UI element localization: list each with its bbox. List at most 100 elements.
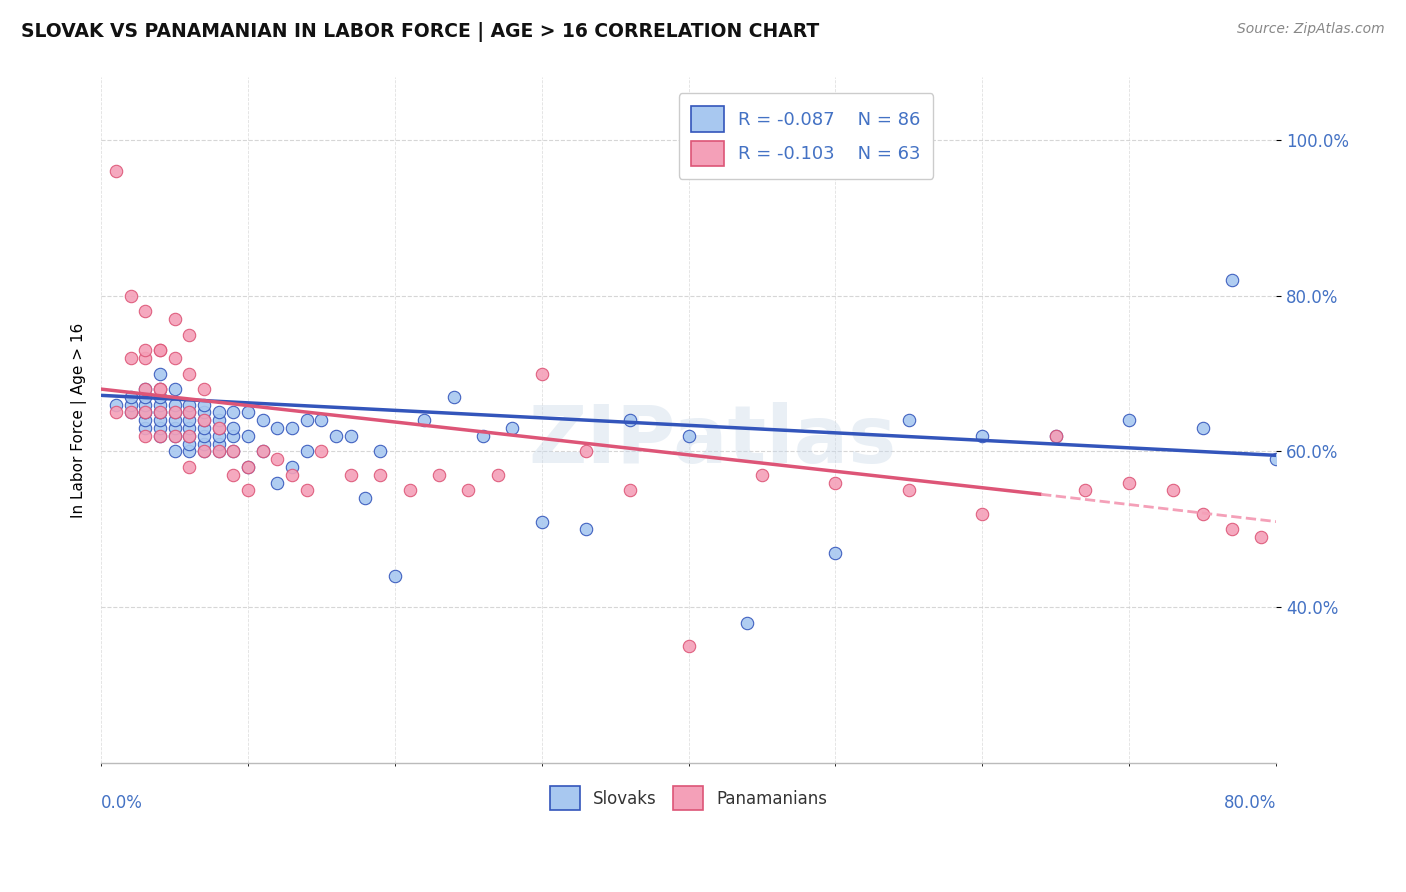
Point	[193, 429, 215, 443]
Point	[149, 429, 172, 443]
Point	[134, 405, 156, 419]
Point	[149, 343, 172, 358]
Point	[824, 475, 846, 490]
Point	[266, 452, 288, 467]
Point	[120, 390, 142, 404]
Point	[163, 382, 186, 396]
Point	[1220, 273, 1243, 287]
Point	[163, 421, 186, 435]
Point	[619, 483, 641, 498]
Point	[207, 421, 229, 435]
Point	[134, 405, 156, 419]
Point	[1161, 483, 1184, 498]
Point	[530, 515, 553, 529]
Point	[104, 405, 127, 419]
Point	[751, 467, 773, 482]
Point	[281, 467, 304, 482]
Point	[163, 405, 186, 419]
Point	[134, 382, 156, 396]
Point	[972, 429, 994, 443]
Point	[236, 483, 259, 498]
Point	[252, 444, 274, 458]
Y-axis label: In Labor Force | Age > 16: In Labor Force | Age > 16	[72, 323, 87, 518]
Point	[1118, 413, 1140, 427]
Point	[149, 429, 172, 443]
Point	[120, 405, 142, 419]
Point	[575, 522, 598, 536]
Point	[120, 398, 142, 412]
Point	[737, 615, 759, 630]
Point	[311, 444, 333, 458]
Point	[295, 413, 318, 427]
Point	[134, 398, 156, 412]
Point	[179, 405, 201, 419]
Point	[193, 405, 215, 419]
Point	[207, 413, 229, 427]
Point	[1074, 483, 1097, 498]
Point	[252, 444, 274, 458]
Point	[193, 382, 215, 396]
Point	[281, 421, 304, 435]
Point	[134, 390, 156, 404]
Point	[134, 405, 156, 419]
Text: 0.0%: 0.0%	[101, 794, 143, 813]
Point	[163, 405, 186, 419]
Point	[120, 405, 142, 419]
Point	[266, 421, 288, 435]
Point	[149, 382, 172, 396]
Point	[134, 429, 156, 443]
Point	[134, 304, 156, 318]
Point	[207, 444, 229, 458]
Point	[163, 351, 186, 365]
Point	[163, 429, 186, 443]
Point	[149, 405, 172, 419]
Point	[619, 413, 641, 427]
Point	[678, 639, 700, 653]
Point	[384, 569, 406, 583]
Point	[398, 483, 420, 498]
Point	[149, 413, 172, 427]
Point	[236, 405, 259, 419]
Point	[149, 405, 172, 419]
Point	[149, 367, 172, 381]
Point	[340, 467, 363, 482]
Point	[207, 429, 229, 443]
Point	[149, 382, 172, 396]
Point	[354, 491, 377, 506]
Point	[1250, 530, 1272, 544]
Point	[222, 467, 245, 482]
Point	[179, 460, 201, 475]
Point	[368, 444, 391, 458]
Point	[207, 436, 229, 450]
Point	[149, 421, 172, 435]
Point	[1045, 429, 1067, 443]
Point	[413, 413, 436, 427]
Point	[193, 413, 215, 427]
Point	[104, 398, 127, 412]
Point	[222, 444, 245, 458]
Point	[179, 413, 201, 427]
Point	[149, 390, 172, 404]
Point	[501, 421, 523, 435]
Point	[222, 405, 245, 419]
Point	[897, 413, 920, 427]
Point	[179, 444, 201, 458]
Point	[120, 351, 142, 365]
Text: Source: ZipAtlas.com: Source: ZipAtlas.com	[1237, 22, 1385, 37]
Point	[281, 460, 304, 475]
Point	[179, 367, 201, 381]
Point	[163, 429, 186, 443]
Point	[193, 444, 215, 458]
Point	[236, 460, 259, 475]
Legend: Slovaks, Panamanians: Slovaks, Panamanians	[536, 773, 841, 823]
Point	[1118, 475, 1140, 490]
Point	[179, 429, 201, 443]
Point	[443, 390, 465, 404]
Point	[340, 429, 363, 443]
Point	[193, 436, 215, 450]
Point	[222, 444, 245, 458]
Point	[295, 483, 318, 498]
Point	[897, 483, 920, 498]
Text: 80.0%: 80.0%	[1223, 794, 1277, 813]
Point	[120, 288, 142, 302]
